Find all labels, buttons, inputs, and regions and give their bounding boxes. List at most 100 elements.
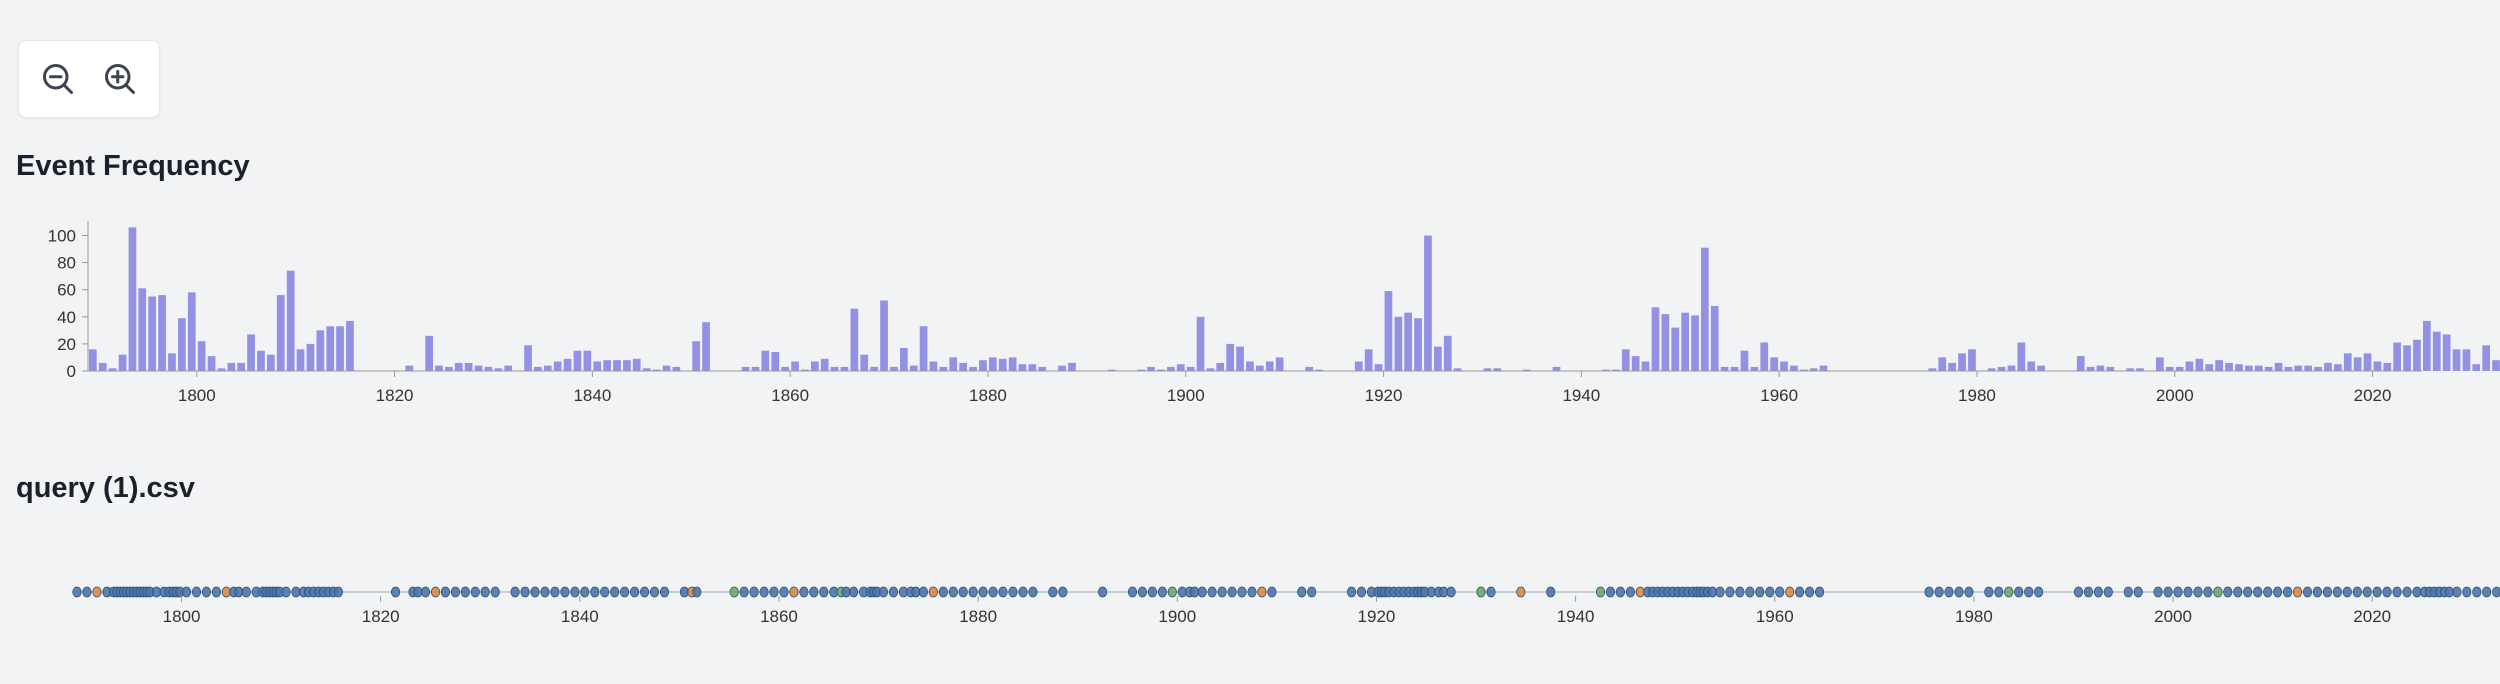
timeline-event-marker[interactable] — [2133, 586, 2143, 598]
timeline-event-marker[interactable] — [2213, 586, 2223, 598]
timeline-event-marker[interactable] — [1167, 586, 1177, 598]
timeline-event-marker[interactable] — [82, 586, 92, 598]
timeline-event-marker[interactable] — [2382, 586, 2392, 598]
timeline-event-marker[interactable] — [2263, 586, 2273, 598]
timeline-event-marker[interactable] — [1715, 586, 1725, 598]
timeline-event-marker[interactable] — [749, 586, 759, 598]
timeline-event-marker[interactable] — [968, 586, 978, 598]
timeline-event-marker[interactable] — [2253, 586, 2263, 598]
timeline-event-marker[interactable] — [2482, 586, 2492, 598]
timeline-event-marker[interactable] — [998, 586, 1008, 598]
timeline-event-marker[interactable] — [570, 586, 580, 598]
timeline-event-marker[interactable] — [241, 586, 251, 598]
timeline-event-marker[interactable] — [490, 586, 500, 598]
timeline-event-marker[interactable] — [1954, 586, 1964, 598]
timeline-event-marker[interactable] — [2372, 586, 2382, 598]
timeline-event-marker[interactable] — [1127, 586, 1138, 598]
timeline-event-marker[interactable] — [2283, 586, 2293, 598]
timeline-event-marker[interactable] — [878, 586, 889, 598]
timeline-event-marker[interactable] — [1247, 586, 1257, 598]
timeline-event-marker[interactable] — [692, 586, 702, 598]
timeline-event-marker[interactable] — [2342, 586, 2352, 598]
timeline-event-marker[interactable] — [530, 586, 540, 598]
timeline-event-marker[interactable] — [1227, 586, 1237, 598]
timeline-event-marker[interactable] — [649, 586, 660, 598]
timeline-event-marker[interactable] — [2163, 586, 2173, 598]
timeline-event-marker[interactable] — [1207, 586, 1217, 598]
timeline-event-marker[interactable] — [1944, 586, 1954, 598]
timeline-event-marker[interactable] — [72, 586, 82, 598]
timeline-event-marker[interactable] — [470, 586, 480, 598]
timeline-event-marker[interactable] — [809, 586, 819, 598]
timeline-event-marker[interactable] — [769, 586, 779, 598]
timeline-event-marker[interactable] — [619, 586, 630, 598]
timeline-event-marker[interactable] — [2014, 586, 2024, 598]
timeline-event-marker[interactable] — [1546, 586, 1556, 598]
timeline-event-marker[interactable] — [2024, 586, 2034, 598]
timeline-event-marker[interactable] — [888, 586, 899, 598]
timeline-event-marker[interactable] — [201, 586, 211, 598]
timeline-event-marker[interactable] — [1267, 586, 1277, 598]
timeline-event-marker[interactable] — [92, 586, 102, 598]
timeline-event-marker[interactable] — [1765, 586, 1775, 598]
timeline-event-marker[interactable] — [1297, 586, 1307, 598]
timeline-event-marker[interactable] — [2103, 586, 2113, 598]
timeline-event-marker[interactable] — [1217, 586, 1227, 598]
timeline-event-marker[interactable] — [1486, 586, 1496, 598]
timeline-event-marker[interactable] — [2243, 586, 2253, 598]
timeline-event-marker[interactable] — [2312, 586, 2322, 598]
timeline-event-marker[interactable] — [2392, 586, 2402, 598]
timeline-event-marker[interactable] — [440, 586, 450, 598]
timeline-event-marker[interactable] — [2302, 586, 2313, 598]
timeline-event-marker[interactable] — [799, 586, 809, 598]
timeline-event-marker[interactable] — [2173, 586, 2183, 598]
timeline-event-marker[interactable] — [1745, 586, 1755, 598]
timeline-event-marker[interactable] — [1018, 586, 1028, 598]
timeline-event-marker[interactable] — [1147, 586, 1158, 598]
timeline-event-marker[interactable] — [1008, 586, 1018, 598]
timeline-event-marker[interactable] — [1137, 586, 1148, 598]
timeline-event-marker[interactable] — [2492, 586, 2500, 598]
timeline-event-marker[interactable] — [639, 586, 650, 598]
timeline-event-marker[interactable] — [460, 586, 470, 598]
timeline-event-marker[interactable] — [390, 586, 401, 598]
timeline-event-marker[interactable] — [2352, 586, 2362, 598]
timeline-event-marker[interactable] — [1605, 586, 1616, 598]
timeline-event-marker[interactable] — [759, 586, 769, 598]
timeline-event-marker[interactable] — [420, 586, 431, 598]
timeline-event-marker[interactable] — [1157, 586, 1168, 598]
timeline-event-marker[interactable] — [1984, 586, 1994, 598]
timeline-event-marker[interactable] — [1516, 586, 1526, 598]
timeline-event-marker[interactable] — [2322, 586, 2332, 598]
timeline-event-marker[interactable] — [1098, 586, 1108, 598]
timeline-event-marker[interactable] — [1755, 586, 1765, 598]
timeline-event-marker[interactable] — [1735, 586, 1745, 598]
timeline-event-marker[interactable] — [2183, 586, 2193, 598]
timeline-event-marker[interactable] — [2332, 586, 2342, 598]
timeline-event-marker[interactable] — [333, 586, 343, 598]
timeline-event-marker[interactable] — [1924, 586, 1934, 598]
timeline-event-marker[interactable] — [1615, 586, 1626, 598]
timeline-event-marker[interactable] — [540, 586, 550, 598]
timeline-event-marker[interactable] — [2472, 586, 2482, 598]
timeline-event-marker[interactable] — [1595, 586, 1606, 598]
timeline-event-marker[interactable] — [779, 586, 789, 598]
timeline-event-marker[interactable] — [1048, 586, 1058, 598]
timeline-event-marker[interactable] — [2004, 586, 2014, 598]
timeline-event-marker[interactable] — [819, 586, 829, 598]
timeline-event-marker[interactable] — [2034, 586, 2044, 598]
timeline-event-marker[interactable] — [450, 586, 460, 598]
timeline-event-marker[interactable] — [580, 586, 590, 598]
timeline-event-marker[interactable] — [520, 586, 530, 598]
timeline-event-marker[interactable] — [1237, 586, 1247, 598]
timeline-event-marker[interactable] — [2123, 586, 2133, 598]
timeline-event-marker[interactable] — [918, 586, 929, 598]
timeline-event-marker[interactable] — [2083, 586, 2093, 598]
timeline-event-marker[interactable] — [2073, 586, 2084, 598]
timeline-event-marker[interactable] — [600, 586, 610, 598]
timeline-event-marker[interactable] — [590, 586, 600, 598]
timeline-event-marker[interactable] — [1257, 586, 1267, 598]
timeline-event-marker[interactable] — [430, 586, 441, 598]
timeline-event-marker[interactable] — [2273, 586, 2283, 598]
timeline-event-marker[interactable] — [2452, 586, 2462, 598]
